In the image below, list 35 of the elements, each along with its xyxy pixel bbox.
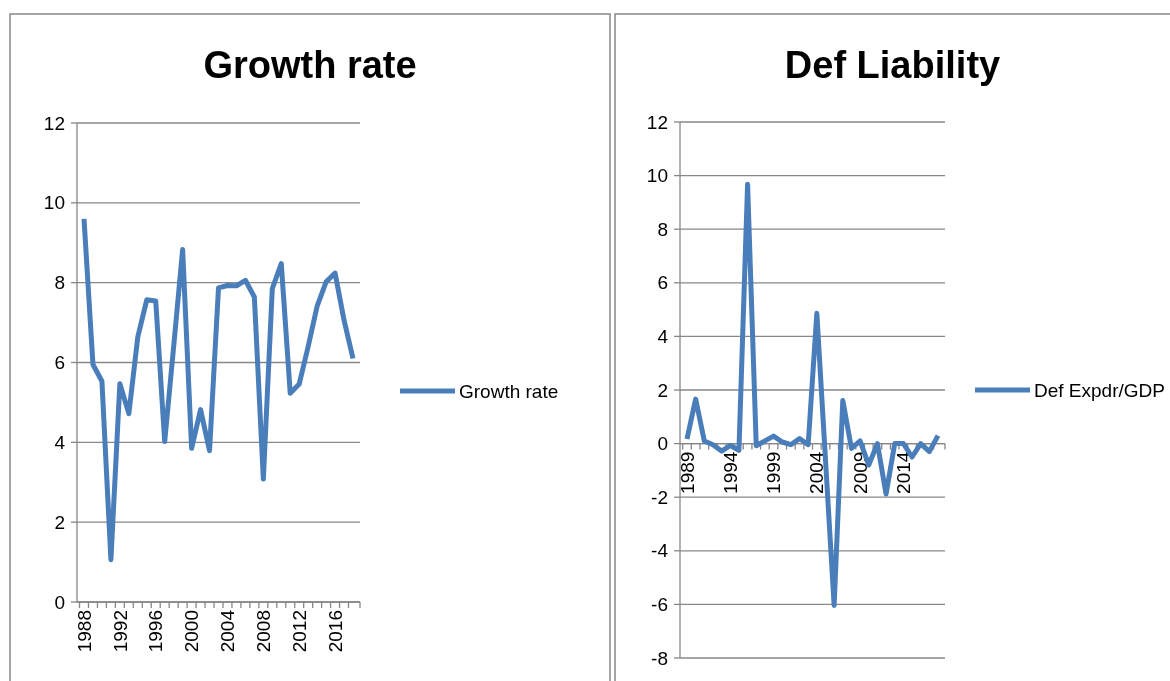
- x-tick-label: 1989: [676, 451, 698, 494]
- y-tick-label: 12: [646, 111, 668, 133]
- y-tick-label: -8: [651, 647, 668, 669]
- chart-title: Def Liability: [784, 44, 1001, 86]
- y-tick-label: 10: [43, 192, 65, 214]
- y-tick-label: 0: [657, 433, 668, 455]
- x-tick-label: 2016: [324, 610, 346, 653]
- chart-title: Growth rate: [203, 44, 417, 86]
- legend-label: Def Expdr/GDP: [1034, 379, 1165, 401]
- y-tick-label: 12: [43, 112, 65, 134]
- y-tick-label: -4: [651, 540, 669, 562]
- x-tick-label: 2004: [806, 451, 828, 494]
- x-tick-label: 1996: [145, 610, 167, 653]
- y-tick-label: -2: [651, 486, 668, 508]
- y-tick-label: 6: [657, 272, 668, 294]
- x-tick-label: 2000: [181, 610, 203, 653]
- x-tick-label: 2004: [217, 609, 239, 653]
- y-tick-label: 4: [657, 326, 669, 348]
- y-tick-label: 6: [54, 352, 65, 374]
- y-tick-label: 2: [54, 511, 65, 533]
- y-tick-label: 8: [657, 218, 668, 240]
- x-tick-label: 2012: [288, 610, 310, 653]
- y-tick-label: 10: [646, 165, 668, 187]
- x-tick-label: 2014: [893, 451, 915, 494]
- y-tick-label: -6: [651, 594, 668, 616]
- y-tick-label: 4: [54, 431, 66, 453]
- y-tick-label: 2: [657, 379, 668, 401]
- x-tick-label: 1999: [763, 451, 785, 494]
- x-tick-label: 1992: [109, 610, 131, 653]
- legend-label: Growth rate: [459, 380, 559, 402]
- y-tick-label: 0: [54, 591, 65, 613]
- x-tick-label: 1988: [73, 610, 95, 653]
- x-tick-label: 1994: [719, 451, 741, 494]
- y-tick-label: 8: [54, 272, 65, 294]
- x-tick-label: 2008: [252, 610, 274, 653]
